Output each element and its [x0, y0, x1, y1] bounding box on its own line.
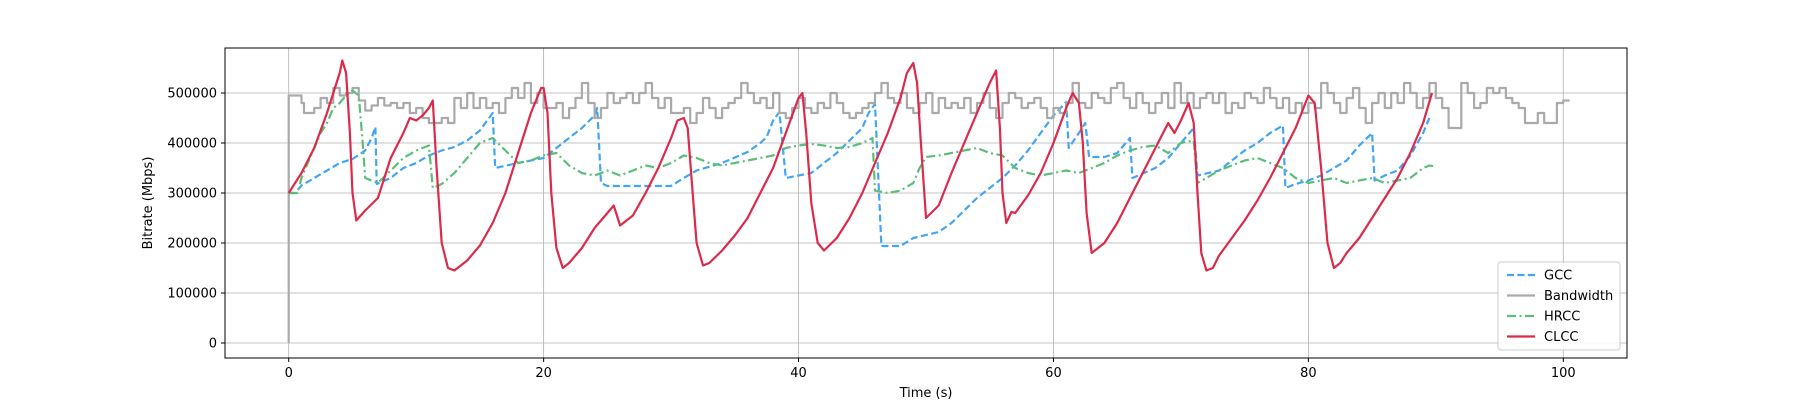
x-axis: 0 20 40 60 80 100 — [285, 358, 1576, 381]
plot-frame — [224, 47, 1628, 359]
y-tick-label: 300000 — [167, 187, 217, 202]
x-tick-label: 60 — [1045, 366, 1062, 381]
y-tick-label: 0 — [209, 337, 217, 352]
series-line-hrcc — [288, 89, 1436, 195]
legend-label: Bandwidth — [1544, 289, 1613, 304]
y-tick-label: 500000 — [167, 87, 217, 102]
x-axis-label: Time (s) — [899, 386, 953, 400]
y-axis: 0 100000 200000 300000 400000 500000 — [167, 87, 225, 352]
x-tick-label: 0 — [285, 366, 293, 381]
y-tick-label: 200000 — [167, 237, 217, 252]
legend: GCC Bandwidth HRCC CLCC — [1497, 261, 1621, 351]
x-tick-label: 20 — [535, 366, 552, 381]
legend-label: HRCC — [1544, 310, 1580, 325]
series-line-bandwidth — [287, 81, 1570, 343]
x-tick-label: 80 — [1300, 366, 1317, 381]
legend-label: CLCC — [1544, 330, 1578, 345]
y-tick-label: 400000 — [167, 137, 217, 152]
x-tick-label: 100 — [1551, 366, 1576, 381]
x-tick-label: 40 — [790, 366, 807, 381]
y-axis-label: Bitrate (Mbps) — [141, 157, 156, 250]
legend-box — [1497, 261, 1621, 351]
series-layer — [287, 59, 1570, 343]
y-tick-label: 100000 — [167, 287, 217, 302]
series-line-clcc — [287, 59, 1434, 272]
legend-label: GCC — [1544, 269, 1572, 284]
